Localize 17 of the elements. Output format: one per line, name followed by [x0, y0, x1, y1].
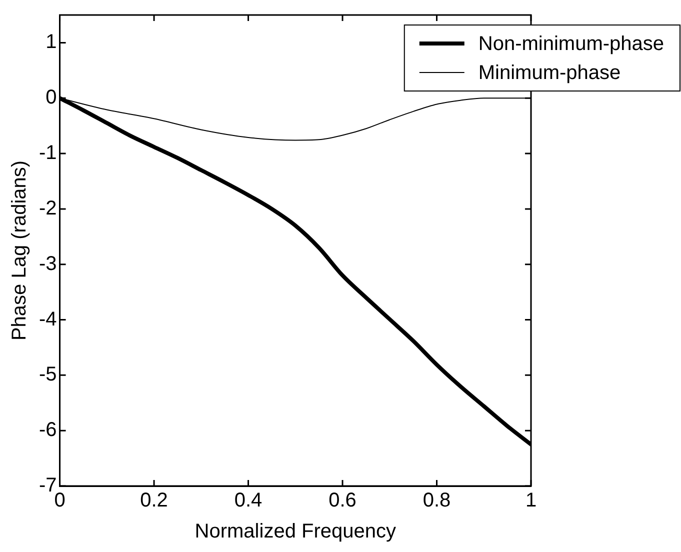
x-tick-label: 0.2 — [140, 490, 168, 512]
legend-label: Minimum-phase — [478, 62, 621, 84]
x-tick-label: 0.8 — [422, 490, 451, 512]
x-tick-label: 1 — [525, 490, 537, 512]
x-tick-label: 0.4 — [234, 490, 262, 512]
y-tick-label: 0 — [46, 86, 57, 109]
legend-label: Non-minimum-phase — [478, 33, 664, 56]
y-tick-label: -1 — [38, 142, 57, 164]
y-tick-label: 1 — [46, 31, 57, 54]
y-tick-label: -2 — [38, 197, 57, 220]
y-tick-label: -3 — [38, 252, 57, 275]
y-tick-label: -6 — [38, 419, 57, 442]
y-tick-label: -4 — [38, 308, 57, 330]
x-tick-label: 0.6 — [328, 490, 356, 512]
y-axis-title: Phase Lag (radians) — [8, 160, 31, 341]
y-tick-label: -5 — [38, 364, 57, 386]
x-axis-title: Normalized Frequency — [194, 520, 396, 543]
